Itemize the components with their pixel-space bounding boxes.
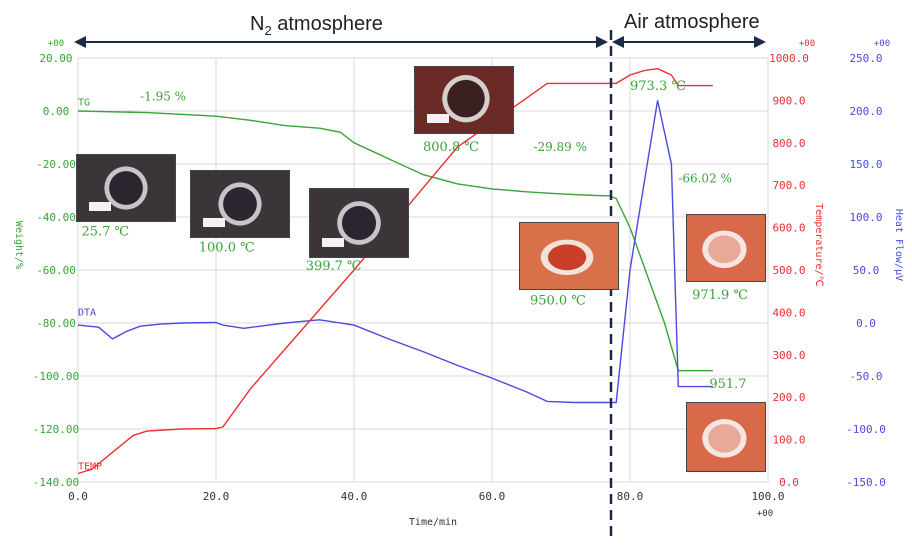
photo-temperature-label: 951.7 <box>709 377 746 392</box>
heat-flow-tick-label: 200.0 <box>849 105 882 118</box>
mass-loss-label: -66.02 % <box>678 172 732 186</box>
weight-axis-multiplier: +00 <box>48 39 64 49</box>
temperature-axis-label: Temperature/℃ <box>813 203 824 286</box>
heat-flow-tick-label: 150.0 <box>849 158 882 171</box>
x-tick-label: 60.0 <box>479 490 506 503</box>
sample-photo-952c <box>686 402 766 472</box>
weight-tick-label: -80.00 <box>36 317 76 330</box>
photo-temperature-label: 973.3 ℃ <box>630 79 686 94</box>
weight-tick-label: -100.00 <box>33 370 79 383</box>
heat-flow-tick-label: 100.0 <box>849 211 882 224</box>
heat-flow-tick-label: 250.0 <box>849 52 882 65</box>
air-arrow-right-head <box>754 36 766 48</box>
temperature-tick-label: 900.0 <box>772 94 805 107</box>
x-tick-label: 0.0 <box>68 490 88 503</box>
axes: 0.0 20.0 40.0 60.0 80.0 100.0 Time/min +00 20.00… <box>13 39 904 528</box>
series-label: TEMP <box>78 461 102 472</box>
heat-flow-tick-label: -100.0 <box>846 423 886 436</box>
heat-flow-tick-label: 0.0 <box>856 317 876 330</box>
temperature-tick-label: 0.0 <box>779 476 799 489</box>
heat-flow-axis-label: Heat Flow/μV <box>893 209 904 281</box>
n2-arrow-left-head <box>74 36 86 48</box>
weight-tick-label: -40.00 <box>36 211 76 224</box>
x-tick-label: 100.0 <box>751 490 784 503</box>
photo-temperature-label: 971.9 ℃ <box>692 288 748 303</box>
heat-flow-axis-multiplier: +00 <box>874 39 890 49</box>
photo-temperature-label: 800.8 ℃ <box>423 140 479 155</box>
series-line-dta <box>77 100 713 404</box>
x-tick-label: 80.0 <box>617 490 644 503</box>
x-tick-label: 40.0 <box>341 490 368 503</box>
temperature-tick-label: 500.0 <box>772 264 805 277</box>
heat-flow-tick-label: -50.0 <box>849 370 882 383</box>
photo-temperature-label: 25.7 ℃ <box>81 225 129 240</box>
heat-flow-tick-label: 50.0 <box>853 264 880 277</box>
photo-temperature-label: 950.0 ℃ <box>530 293 586 308</box>
weight-tick-label: 20.00 <box>39 52 72 65</box>
sample-photo-972c <box>686 214 766 282</box>
mass-loss-label: -1.95 % <box>140 89 186 103</box>
temperature-tick-label: 800.0 <box>772 137 805 150</box>
photo-temperature-label: 100.0 ℃ <box>199 240 255 255</box>
n2-arrow-right-head <box>596 36 608 48</box>
series-line-tg <box>77 110 713 372</box>
heat-flow-tick-label: -150.0 <box>846 476 886 489</box>
sample-photo-100c <box>190 170 290 238</box>
series-label: DTA <box>78 308 96 319</box>
x-axis-multiplier: +00 <box>757 509 773 519</box>
weight-tick-label: 0.00 <box>43 105 70 118</box>
weight-axis-label: Weight/% <box>13 221 24 269</box>
weight-tick-label: -120.00 <box>33 423 79 436</box>
air-atmosphere-label: Air atmosphere <box>624 11 760 33</box>
sample-photo-800c <box>414 66 514 134</box>
weight-tick-label: -140.00 <box>33 476 79 489</box>
sample-photo-25c <box>76 154 176 222</box>
series-label: TG <box>78 98 90 109</box>
temperature-tick-label: 200.0 <box>772 391 805 404</box>
temperature-axis-multiplier: +00 <box>799 39 815 49</box>
weight-tick-label: -60.00 <box>36 264 76 277</box>
sample-photo-400c <box>309 188 409 258</box>
x-tick-label: 20.0 <box>203 490 230 503</box>
weight-tick-label: -20.00 <box>36 158 76 171</box>
temperature-tick-label: 1000.0 <box>769 52 809 65</box>
temperature-tick-label: 700.0 <box>772 179 805 192</box>
temperature-tick-label: 300.0 <box>772 349 805 362</box>
n2-atmosphere-label: N2 atmosphere <box>250 13 383 38</box>
air-arrow-left-head <box>612 36 624 48</box>
photo-temperature-label: 399.7 ℃ <box>306 259 362 274</box>
temperature-tick-label: 600.0 <box>772 222 805 235</box>
temperature-tick-label: 400.0 <box>772 306 805 319</box>
sample-photo-950c <box>519 222 619 290</box>
mass-loss-label: -29.89 % <box>533 140 587 154</box>
temperature-tick-label: 100.0 <box>772 434 805 447</box>
data-labels: TG DTA TEMP -1.95 % -29.89 % -66.02 % 25.7 ℃ 10… <box>78 79 748 472</box>
x-axis-label: Time/min <box>409 517 457 528</box>
